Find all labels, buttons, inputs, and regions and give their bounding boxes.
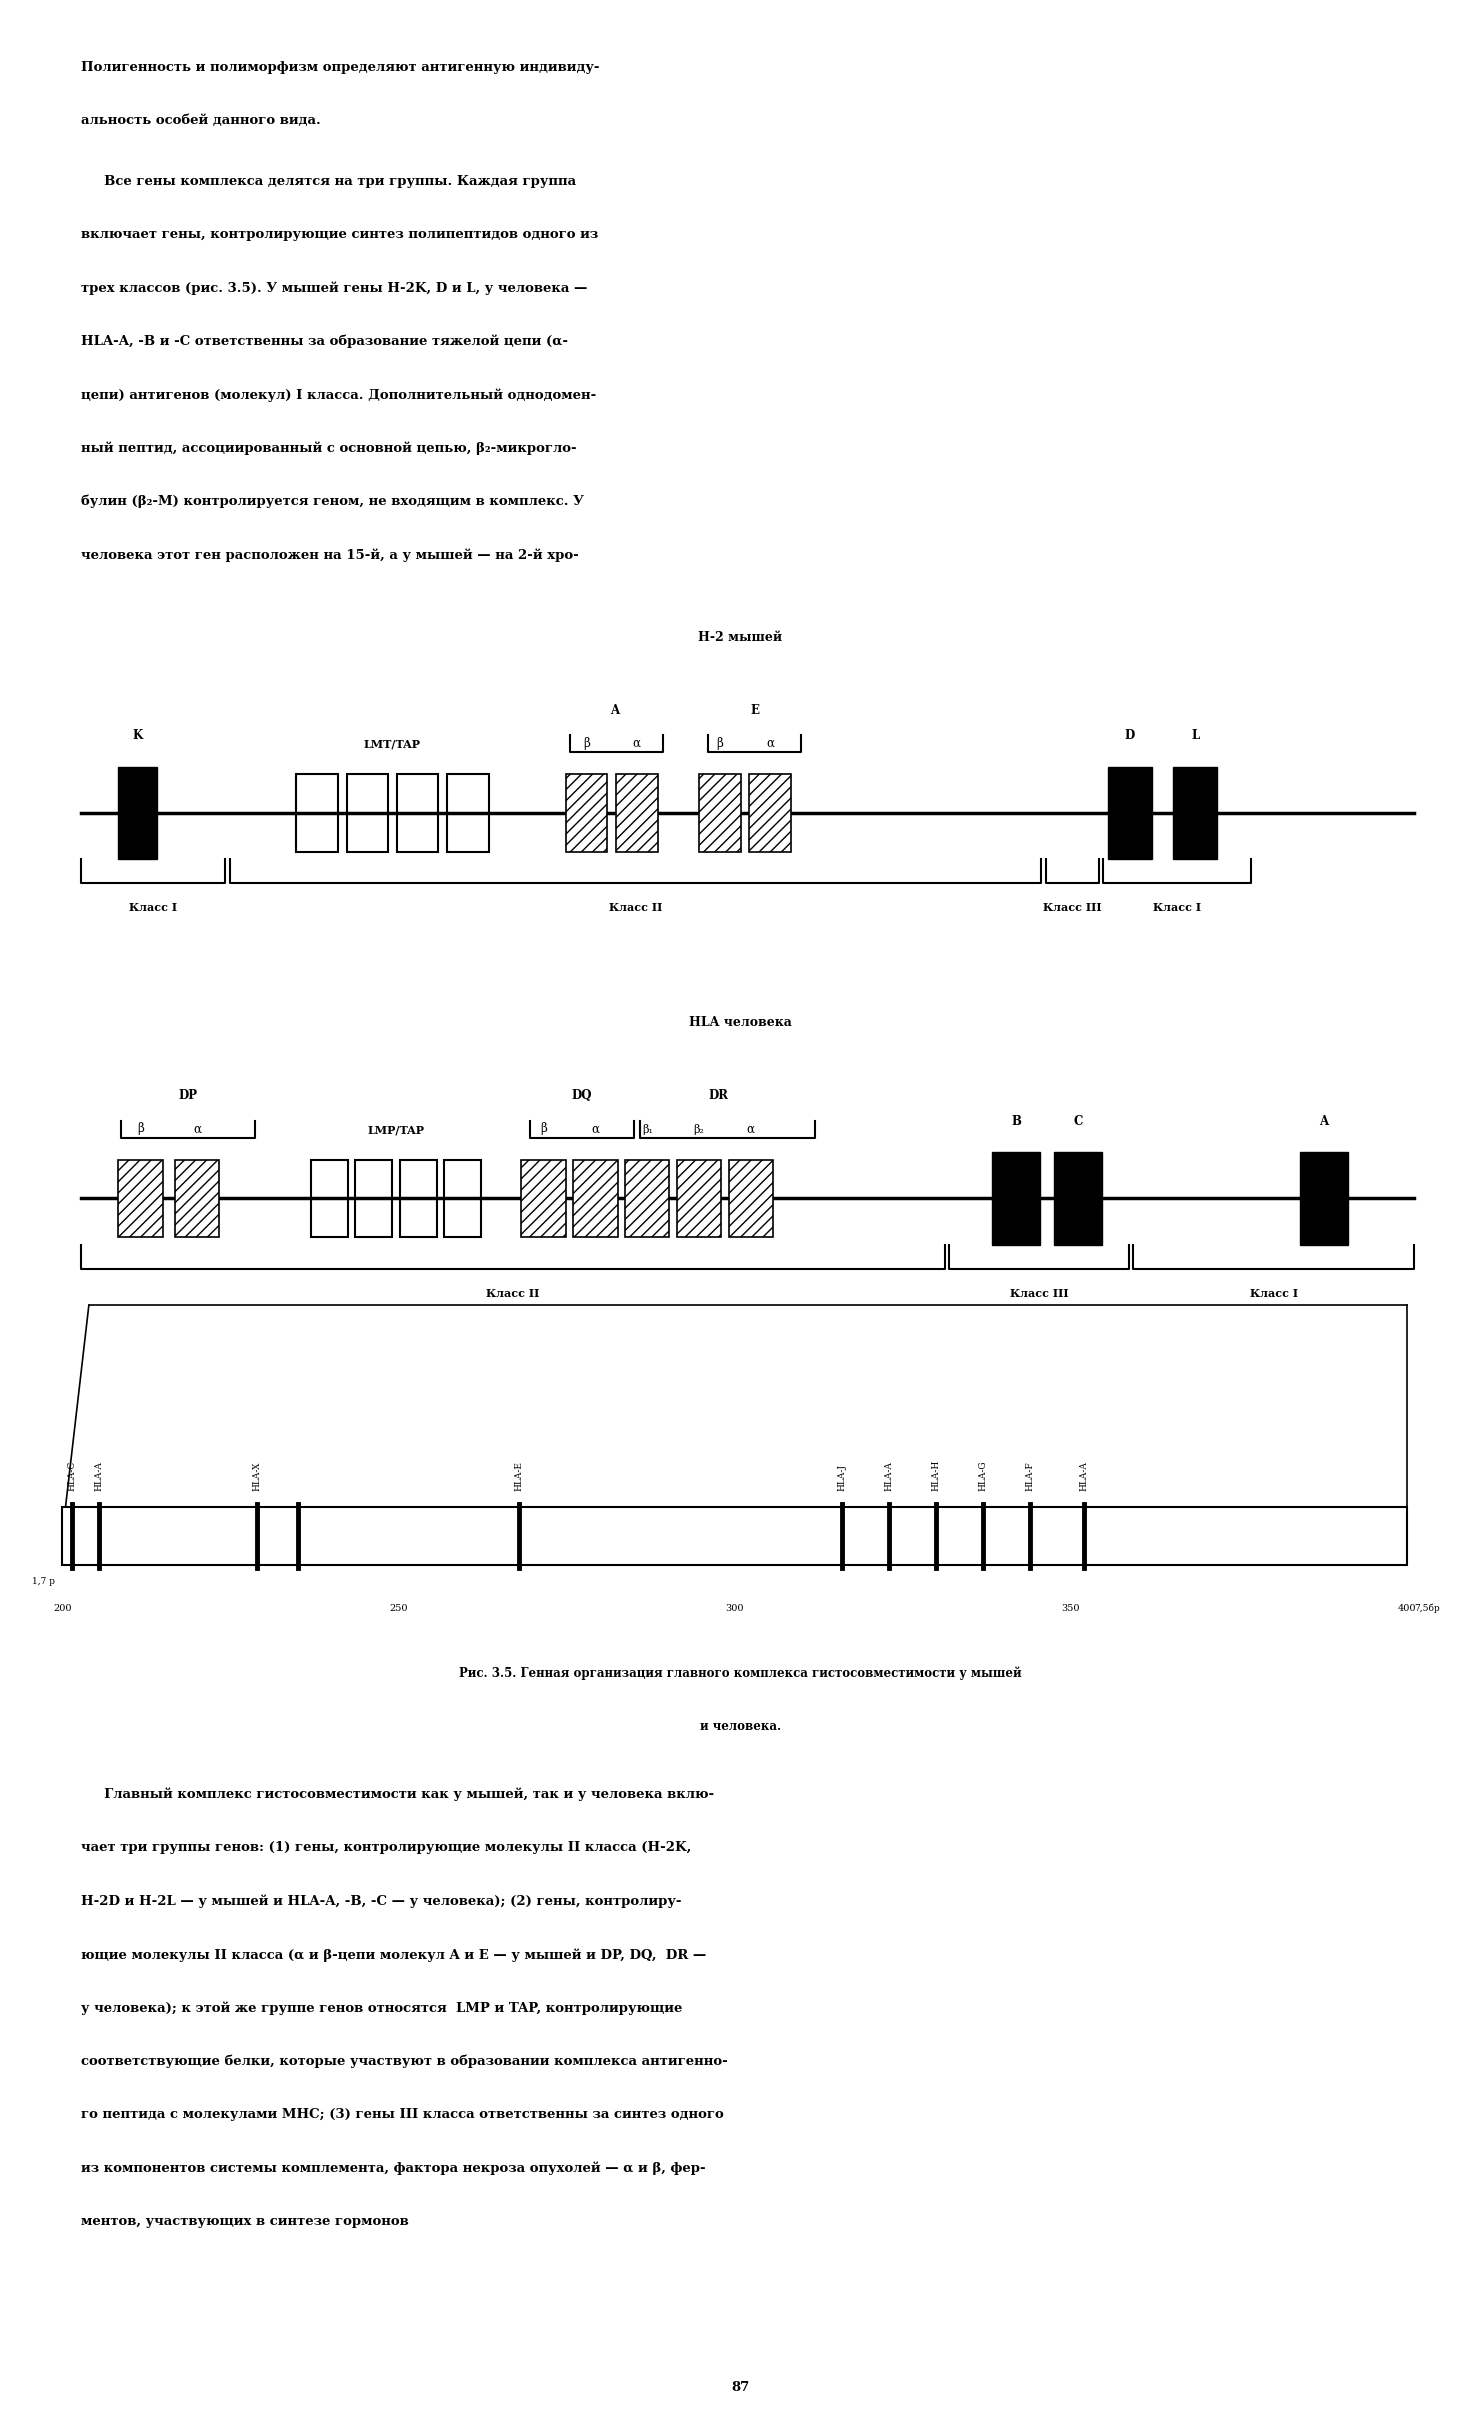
Text: D: D (1126, 730, 1134, 742)
Text: и человека.: и человека. (701, 1720, 780, 1732)
Text: чает три группы генов: (1) гены, контролирующие молекулы II класса (H-2K,: чает три группы генов: (1) гены, контрол… (81, 1841, 692, 1853)
Text: H-2 мышей: H-2 мышей (699, 631, 782, 643)
Bar (296, 774, 338, 852)
Bar (677, 1160, 721, 1237)
Text: α: α (746, 1123, 755, 1135)
Text: 350: 350 (1062, 1604, 1080, 1613)
Bar (729, 1160, 773, 1237)
Text: 7,5бр: 7,5бр (1414, 1604, 1440, 1613)
Text: HLA-C: HLA-C (68, 1460, 77, 1492)
Bar (400, 1160, 437, 1237)
Text: 250: 250 (390, 1604, 407, 1613)
Bar (447, 774, 489, 852)
Text: DQ: DQ (572, 1089, 592, 1101)
Text: Класс I: Класс I (1154, 902, 1201, 915)
Text: цепи) антигенов (молекул) I класса. Дополнительный однодомен-: цепи) антигенов (молекул) I класса. Допо… (81, 388, 597, 403)
Bar (355, 1160, 392, 1237)
Text: включает гены, контролирующие синтез полипептидов одного из: включает гены, контролирующие синтез пол… (81, 228, 598, 240)
Text: 1,7 р: 1,7 р (31, 1577, 55, 1587)
Text: B: B (1012, 1116, 1020, 1128)
Text: булин (β₂-M) контролируется геном, не входящим в комплекс. У: булин (β₂-M) контролируется геном, не вх… (81, 495, 585, 509)
Text: Класс I: Класс I (129, 902, 178, 915)
Bar (521, 1160, 566, 1237)
Text: соответствующие белки, которые участвуют в образовании комплекса антигенно-: соответствующие белки, которые участвуют… (81, 2055, 729, 2069)
Text: HLA-A: HLA-A (1080, 1460, 1089, 1492)
Text: L: L (1191, 730, 1200, 742)
Text: трех классов (рис. 3.5). У мышей гены H-2K, D и L, у человека —: трех классов (рис. 3.5). У мышей гены H-… (81, 281, 588, 296)
Text: HLA-H: HLA-H (932, 1460, 940, 1492)
Text: C: C (1074, 1116, 1083, 1128)
Text: HLA-F: HLA-F (1026, 1460, 1035, 1492)
Bar (749, 774, 791, 852)
Text: K: K (133, 730, 142, 742)
Bar (311, 1160, 348, 1237)
Text: 87: 87 (732, 2382, 749, 2394)
Text: ный пептид, ассоциированный с основной цепью, β₂-микрогло-: ный пептид, ассоциированный с основной ц… (81, 442, 578, 456)
Text: LMT/TAP: LMT/TAP (364, 738, 421, 750)
Text: HLA человека: HLA человека (689, 1016, 792, 1029)
Text: HLA-A, -B и -C ответственны за образование тяжелой цепи (α-: HLA-A, -B и -C ответственны за образован… (81, 335, 569, 349)
Bar (1300, 1152, 1348, 1245)
Text: α: α (591, 1123, 600, 1135)
Text: 300: 300 (726, 1604, 743, 1613)
Bar (1054, 1152, 1102, 1245)
Text: LMP/TAP: LMP/TAP (367, 1123, 425, 1135)
Text: DR: DR (708, 1089, 729, 1101)
Text: β₁: β₁ (641, 1123, 653, 1135)
Text: α: α (193, 1123, 201, 1135)
Text: β: β (138, 1123, 144, 1135)
Text: Класс II: Класс II (486, 1288, 541, 1300)
Text: HLA-E: HLA-E (515, 1460, 524, 1492)
Bar (1108, 767, 1152, 859)
Text: человека этот ген расположен на 15-й, а у мышей — на 2-й хро-: человека этот ген расположен на 15-й, а … (81, 548, 579, 563)
Text: HLA-X: HLA-X (253, 1460, 262, 1492)
Text: HLA-A: HLA-A (884, 1460, 893, 1492)
Text: A: A (610, 704, 619, 716)
Bar (175, 1160, 219, 1237)
Bar (992, 1152, 1040, 1245)
Text: Класс I: Класс I (1250, 1288, 1297, 1300)
Text: Класс III: Класс III (1010, 1288, 1068, 1300)
Bar (397, 774, 438, 852)
Text: A: A (1320, 1116, 1328, 1128)
Bar (566, 774, 607, 852)
Text: Все гены комплекса делятся на три группы. Каждая группа: Все гены комплекса делятся на три группы… (81, 175, 576, 187)
Text: 400: 400 (1398, 1604, 1416, 1613)
Bar (616, 774, 658, 852)
Text: Рис. 3.5. Генная организация главного комплекса гистосовместимости у мышей: Рис. 3.5. Генная организация главного ко… (459, 1667, 1022, 1681)
Text: ющие молекулы II класса (α и β-цепи молекул A и E — у мышей и DP, DQ,  DR —: ющие молекулы II класса (α и β-цепи моле… (81, 1948, 706, 1963)
Text: α: α (766, 738, 775, 750)
Text: HLA-G: HLA-G (979, 1460, 988, 1492)
Bar (118, 1160, 163, 1237)
Bar (1173, 767, 1217, 859)
Bar (444, 1160, 481, 1237)
Text: ментов, участвующих в синтезе гормонов: ментов, участвующих в синтезе гормонов (81, 2215, 409, 2227)
Text: альность особей данного вида.: альность особей данного вида. (81, 114, 321, 126)
Bar (62, 1507, 1407, 1565)
Text: го пептида с молекулами МНС; (3) гены III класса ответственны за синтез одного: го пептида с молекулами МНС; (3) гены II… (81, 2108, 724, 2120)
Text: Главный комплекс гистосовместимости как у мышей, так и у человека вклю-: Главный комплекс гистосовместимости как … (81, 1788, 714, 1803)
Text: HLA-A: HLA-A (95, 1460, 104, 1492)
Text: β: β (541, 1123, 546, 1135)
Text: у человека); к этой же группе генов относятся  LMP и TAP, контролирующие: у человека); к этой же группе генов отно… (81, 2001, 683, 2016)
Bar (625, 1160, 669, 1237)
Text: α: α (632, 738, 641, 750)
Text: HLA-J: HLA-J (838, 1463, 847, 1492)
Text: 200: 200 (53, 1604, 71, 1613)
Text: Класс II: Класс II (609, 902, 662, 915)
Bar (699, 774, 740, 852)
Bar (347, 774, 388, 852)
Text: DP: DP (179, 1089, 197, 1101)
Text: β₂: β₂ (693, 1123, 705, 1135)
Text: β: β (717, 738, 723, 750)
Text: β: β (584, 738, 589, 750)
Text: H-2D и H-2L — у мышей и HLA-A, -B, -C — у человека); (2) гены, контролиру-: H-2D и H-2L — у мышей и HLA-A, -B, -C — … (81, 1895, 681, 1909)
Text: Класс III: Класс III (1043, 902, 1102, 915)
Text: E: E (751, 704, 760, 716)
Text: Полигенность и полиморфизм определяют антигенную индивиду-: Полигенность и полиморфизм определяют ан… (81, 61, 600, 73)
Bar (573, 1160, 618, 1237)
Bar (118, 767, 157, 859)
Text: из компонентов системы комплемента, фактора некроза опухолей — α и β, фер-: из компонентов системы комплемента, факт… (81, 2162, 706, 2176)
